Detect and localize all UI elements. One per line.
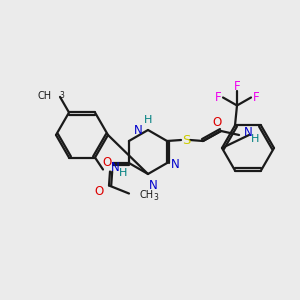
- Text: CH: CH: [38, 91, 52, 101]
- Text: O: O: [102, 157, 112, 169]
- Text: H: H: [144, 115, 152, 125]
- Text: F: F: [234, 80, 240, 93]
- Text: N: N: [149, 179, 158, 192]
- Text: F: F: [215, 91, 221, 104]
- Text: O: O: [94, 185, 103, 198]
- Text: 3: 3: [153, 193, 158, 202]
- Text: N: N: [244, 127, 253, 140]
- Text: H: H: [119, 167, 128, 178]
- Text: 3: 3: [59, 92, 64, 100]
- Text: H: H: [251, 134, 260, 144]
- Text: O: O: [212, 116, 222, 128]
- Text: S: S: [182, 134, 190, 146]
- Text: CH: CH: [139, 190, 153, 200]
- Text: N: N: [171, 158, 180, 170]
- Text: N: N: [111, 161, 120, 174]
- Text: N: N: [134, 124, 143, 136]
- Text: F: F: [253, 91, 259, 104]
